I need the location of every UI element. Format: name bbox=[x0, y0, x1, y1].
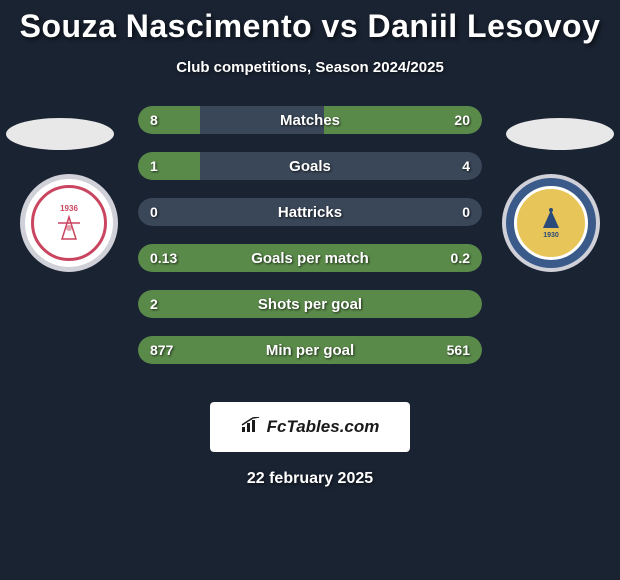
stat-value-right: 20 bbox=[454, 106, 470, 134]
page-subtitle: Club competitions, Season 2024/2025 bbox=[0, 59, 620, 76]
page-title: Souza Nascimento vs Daniil Lesovoy bbox=[0, 0, 620, 45]
stat-row: 8Matches20 bbox=[138, 106, 482, 134]
stat-value-right: 561 bbox=[447, 336, 470, 364]
club-crest-left-inner: 1936 bbox=[31, 185, 107, 261]
flag-right bbox=[506, 118, 614, 150]
stat-label: Matches bbox=[138, 106, 482, 134]
chart-icon bbox=[241, 417, 261, 438]
stat-label: Goals bbox=[138, 152, 482, 180]
brand-text: FcTables.com bbox=[267, 417, 380, 437]
stat-label: Shots per goal bbox=[138, 290, 482, 318]
comparison-area: 1936 1930 8Matches20 1Goals4 0Hattricks0 0.… bbox=[0, 106, 620, 386]
club-crest-left: 1936 bbox=[20, 174, 118, 272]
stat-label: Goals per match bbox=[138, 244, 482, 272]
flag-left bbox=[6, 118, 114, 150]
crest-right-icon bbox=[537, 208, 565, 232]
stat-label: Hattricks bbox=[138, 198, 482, 226]
stat-row: 877Min per goal561 bbox=[138, 336, 482, 364]
footer-date: 22 february 2025 bbox=[0, 470, 620, 488]
stat-row: 0Hattricks0 bbox=[138, 198, 482, 226]
stat-row: 1Goals4 bbox=[138, 152, 482, 180]
stat-value-right: 0 bbox=[462, 198, 470, 226]
crest-left-icon bbox=[52, 213, 86, 243]
crest-right-year: 1930 bbox=[543, 232, 559, 239]
stat-value-right: 0.2 bbox=[451, 244, 470, 272]
stat-row: 0.13Goals per match0.2 bbox=[138, 244, 482, 272]
crest-left-year: 1936 bbox=[60, 204, 78, 213]
stat-bars: 8Matches20 1Goals4 0Hattricks0 0.13Goals pe… bbox=[138, 106, 482, 382]
stat-value-right: 4 bbox=[462, 152, 470, 180]
stat-row: 2Shots per goal bbox=[138, 290, 482, 318]
stat-label: Min per goal bbox=[138, 336, 482, 364]
club-crest-right: 1930 bbox=[502, 174, 600, 272]
brand-badge: FcTables.com bbox=[210, 402, 410, 452]
club-crest-right-inner: 1930 bbox=[514, 186, 588, 260]
